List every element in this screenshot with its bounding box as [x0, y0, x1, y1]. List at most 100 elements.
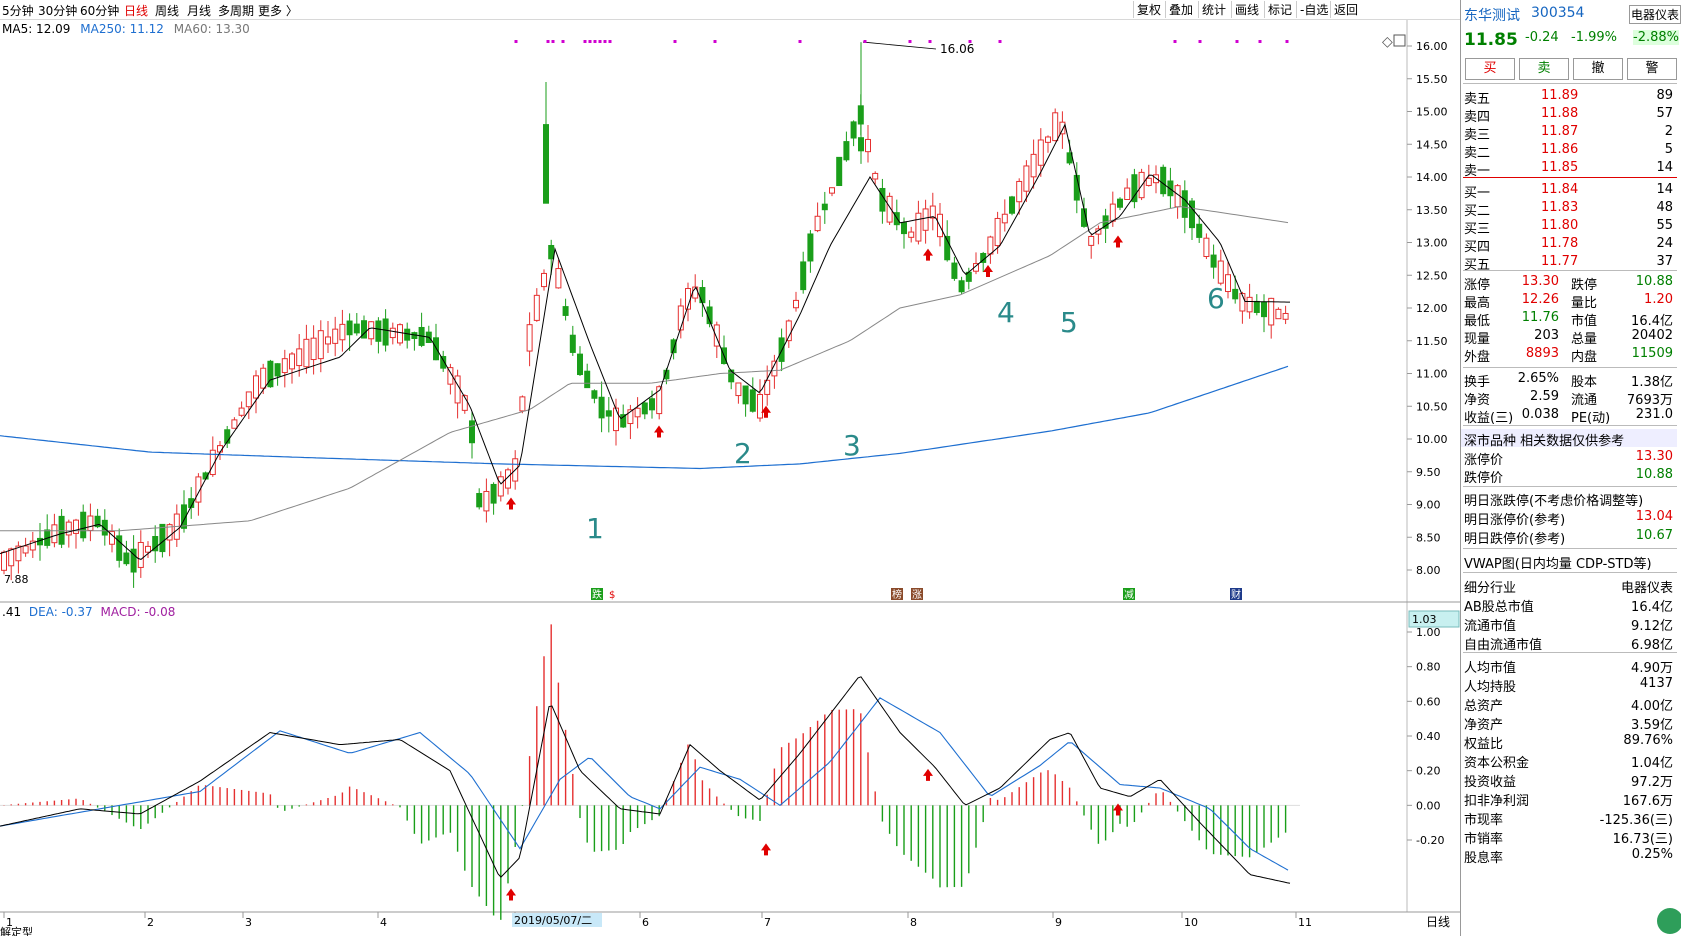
candle-body	[929, 205, 936, 219]
candle-body	[814, 215, 821, 232]
price-tick-label: 15.50	[1416, 73, 1448, 86]
back-button[interactable]: 返回	[1330, 1, 1358, 18]
macd-dea-legend: DEA: -0.37	[28, 605, 93, 619]
candle-body	[901, 222, 907, 235]
candle-body	[548, 244, 555, 260]
period-daily[interactable]: 日线	[124, 4, 149, 18]
last-price: 11.85	[1464, 30, 1518, 50]
month-labels: 1 2 3 4 6 7 8 9 10 11	[3, 912, 1312, 929]
cancel-button[interactable]: 撤	[1573, 58, 1623, 80]
period-weekly[interactable]: 周线	[155, 4, 180, 18]
month-label: 10	[1184, 916, 1198, 929]
detail-label: 人均持股	[1464, 680, 1517, 695]
candle-body	[1145, 177, 1152, 186]
month-label: 3	[245, 916, 252, 929]
period-multi[interactable]: 多周期	[218, 4, 255, 18]
candle-body	[296, 348, 303, 367]
period-more[interactable]: 更多 〉	[258, 4, 298, 18]
status-circle-icon[interactable]	[1657, 908, 1681, 934]
period-5min[interactable]: 5分钟	[2, 4, 34, 18]
stats-button[interactable]: 统计	[1198, 1, 1226, 18]
ma250-line	[0, 365, 1289, 470]
detail-value: -125.36(三)	[1599, 813, 1673, 828]
limit-up-label: 涨停价	[1464, 453, 1504, 468]
detail-row: 人均市值 4.90万	[1461, 656, 1677, 676]
month-label: 8	[910, 916, 917, 929]
candle-body	[1210, 254, 1217, 268]
candle-body	[397, 324, 403, 344]
period-30min[interactable]: 30分钟	[38, 4, 78, 18]
buy-button[interactable]: 买	[1465, 58, 1515, 80]
mark-button[interactable]: 标记	[1264, 1, 1292, 18]
expand-icon[interactable]	[1393, 34, 1406, 47]
candle-body	[1239, 292, 1246, 312]
signal-dot	[863, 40, 867, 43]
candle-body	[879, 187, 886, 212]
adjust-button[interactable]: 复权	[1133, 1, 1161, 18]
detail-value: 4.90万	[1631, 661, 1673, 676]
industry-tag[interactable]: 电器仪表	[1629, 5, 1681, 24]
bid-row[interactable]: 买五 11.77 37	[1461, 253, 1677, 273]
buy-arrows	[506, 235, 1123, 901]
alert-button[interactable]: 警	[1627, 58, 1677, 80]
candle-body	[944, 235, 951, 261]
detail-label: 市现率	[1464, 813, 1504, 828]
bid-row[interactable]: 买三 11.80 55	[1461, 217, 1677, 237]
signal-dot	[1258, 40, 1262, 43]
detail-row: 总资产 4.00亿	[1461, 694, 1677, 714]
watchlist-button[interactable]: -自选	[1296, 1, 1328, 18]
ask-row[interactable]: 卖一 11.85 14	[1461, 159, 1677, 179]
detail-row: 自由流通市值 6.98亿	[1461, 633, 1677, 653]
detail-value: 16.73(三)	[1612, 832, 1673, 847]
price-tick-label: 8.00	[1416, 564, 1441, 577]
vwap-link[interactable]: VWAP图(日内均量 CDP-STD等)	[1464, 557, 1652, 572]
ask-row[interactable]: 卖三 11.87 2	[1461, 123, 1677, 143]
month-label: 7	[764, 916, 771, 929]
macd-value-box	[1408, 610, 1460, 628]
fund-row: 收益(三) 0.038 PE(动) 231.0	[1461, 406, 1677, 426]
candle-body	[1246, 296, 1253, 313]
level-label: 买四	[1464, 240, 1491, 255]
quote-row: 最高 12.26 量比 1.20	[1461, 291, 1677, 311]
bid-row[interactable]: 买一 11.84 14	[1461, 181, 1677, 201]
diamond-icon[interactable]: ◇	[1382, 34, 1393, 50]
signal-dot	[968, 40, 972, 43]
bid-row[interactable]: 买四 11.78 24	[1461, 235, 1677, 255]
candle-body	[541, 272, 547, 288]
fund-label: 收益(三)	[1464, 411, 1514, 426]
date-box	[512, 913, 602, 927]
level-label: 买二	[1464, 204, 1491, 219]
min-price-label: 7.88	[4, 573, 29, 586]
candle-body	[1009, 196, 1015, 214]
candle-body	[829, 187, 835, 194]
ask-row[interactable]: 卖五 11.89 89	[1461, 87, 1677, 107]
signal-dot	[583, 40, 587, 43]
draw-button[interactable]: 画线	[1231, 1, 1259, 18]
price-tick-label: 11.00	[1416, 368, 1448, 381]
macd-tick-label: 0.40	[1416, 730, 1441, 743]
candle-body	[87, 515, 94, 531]
detail-value: 9.12亿	[1631, 619, 1673, 634]
candle-body	[289, 353, 295, 370]
period-60min[interactable]: 60分钟	[80, 4, 120, 18]
detail-row: 股息率 0.25%	[1461, 846, 1677, 866]
sell-button[interactable]: 卖	[1519, 58, 1569, 80]
overlay-button[interactable]: 叠加	[1165, 1, 1193, 18]
level-label: 买五	[1464, 258, 1491, 273]
wave-label: 6	[1207, 282, 1225, 315]
candle-body	[145, 545, 151, 553]
detail-value: 1.04亿	[1631, 756, 1673, 771]
quote-value: 10.88	[1635, 274, 1673, 289]
level-volume: 24	[1656, 236, 1673, 251]
kline-chart[interactable]: 7.88 16.06 16.00 15.50 15.00 14.50 14.00 13.5…	[0, 0, 1460, 936]
candle-body	[958, 280, 965, 293]
candle-body	[325, 336, 331, 345]
quote-label: 涨停	[1464, 278, 1491, 293]
ask-row[interactable]: 卖二 11.86 5	[1461, 141, 1677, 161]
ask-row[interactable]: 卖四 11.88 57	[1461, 105, 1677, 125]
level-price: 11.88	[1541, 106, 1579, 121]
period-monthly[interactable]: 月线	[187, 4, 212, 18]
cut-label: 解定型	[0, 925, 33, 936]
ma-lines	[0, 123, 1290, 560]
bid-row[interactable]: 买二 11.83 48	[1461, 199, 1677, 219]
